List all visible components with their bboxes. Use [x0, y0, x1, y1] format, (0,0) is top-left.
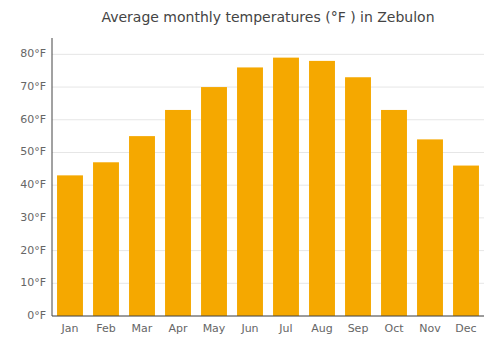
y-tick-label: 80°F — [20, 47, 46, 60]
grid-line — [52, 87, 484, 88]
y-tick-label: 0°F — [27, 309, 46, 322]
y-tick-label: 60°F — [20, 113, 46, 126]
x-tick-label: Aug — [311, 322, 332, 335]
bar — [345, 77, 371, 316]
x-tick-label: Oct — [384, 322, 404, 335]
bar — [453, 166, 479, 316]
bar — [93, 162, 119, 316]
x-tick-label: Jul — [278, 322, 292, 335]
x-tick-label: Mar — [132, 322, 153, 335]
x-tick-label: Sep — [348, 322, 369, 335]
y-tick-label: 70°F — [20, 80, 46, 93]
x-tick-label: Jun — [240, 322, 258, 335]
x-tick-label: Apr — [168, 322, 188, 335]
bar — [57, 175, 83, 316]
x-tick-label: May — [203, 322, 226, 335]
y-tick-label: 10°F — [20, 276, 46, 289]
bar — [273, 58, 299, 316]
bar — [237, 67, 263, 316]
y-tick-label: 20°F — [20, 244, 46, 257]
grid-line — [52, 54, 484, 55]
y-tick-label: 30°F — [20, 211, 46, 224]
x-axis-line — [52, 316, 484, 317]
y-tick-label: 50°F — [20, 145, 46, 158]
bar — [417, 139, 443, 316]
x-tick-label: Jan — [61, 322, 79, 335]
x-tick-label: Nov — [419, 322, 441, 335]
bar — [309, 61, 335, 316]
bar — [165, 110, 191, 316]
x-tick-label: Dec — [455, 322, 476, 335]
bar — [381, 110, 407, 316]
bar — [129, 136, 155, 316]
chart-title: Average monthly temperatures (°F ) in Ze… — [101, 9, 434, 25]
x-tick-label: Feb — [96, 322, 115, 335]
grid-line — [52, 316, 484, 317]
bar — [201, 87, 227, 316]
chart-container: 0°F 10°F 20°F 30°F 40°F 50°F 60°F 70°F 80°F Jan Fe… — [0, 0, 500, 350]
chart: 0°F 10°F 20°F 30°F 40°F 50°F 60°F 70°F 80°F Jan Fe… — [0, 0, 500, 350]
y-tick-label: 40°F — [20, 178, 46, 191]
bars — [57, 58, 479, 316]
y-axis-line — [52, 38, 53, 316]
grid-line — [52, 119, 484, 120]
